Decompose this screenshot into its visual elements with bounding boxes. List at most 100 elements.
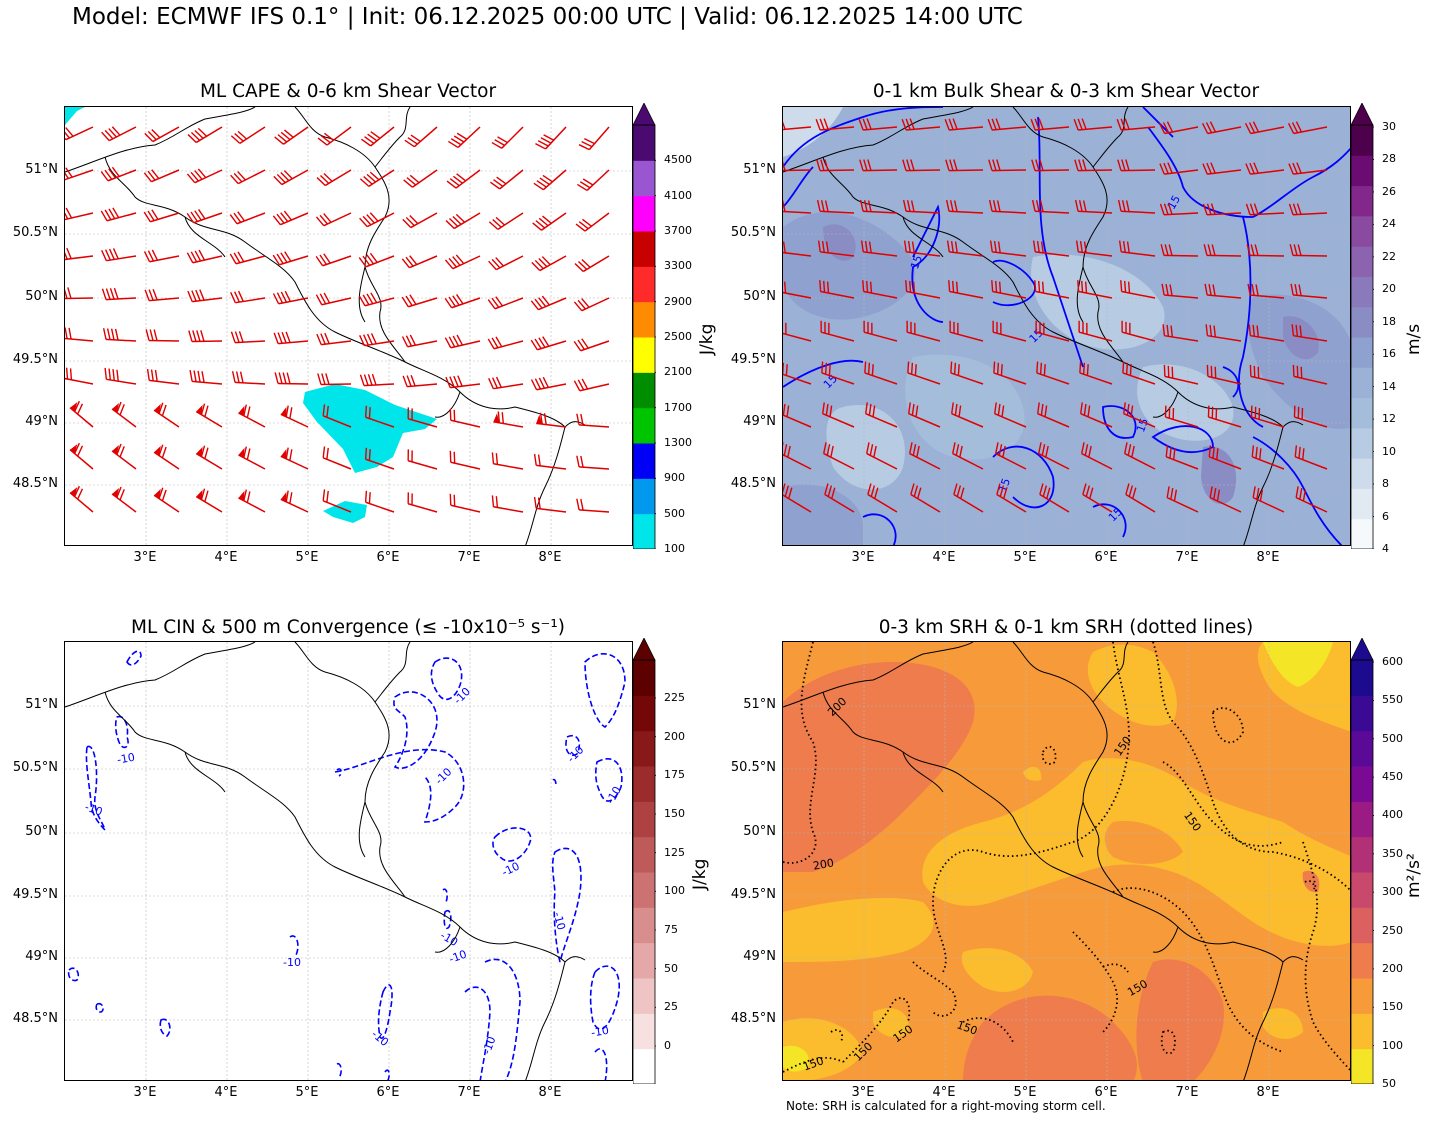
contour-label: -10	[116, 751, 136, 767]
wind-barb	[280, 447, 309, 470]
colorbar-swatch	[633, 301, 655, 338]
wind-barb	[1117, 159, 1156, 172]
wind-barb	[1122, 361, 1156, 385]
colorbar-swatch	[1351, 458, 1373, 489]
wind-barb	[866, 442, 898, 470]
colorbar-swatch	[633, 195, 655, 232]
colorbar-swatch	[1351, 766, 1373, 802]
wind-barb	[951, 402, 984, 428]
wind-barb	[407, 492, 438, 513]
latitude-label: 51°N	[25, 697, 58, 712]
panel-3-map-canvas: -10 -10 -10 -10 -10 -10 -10 -10 -10 -10 …	[65, 642, 632, 1080]
wind-barb	[1123, 402, 1156, 428]
wind-barb	[1030, 118, 1070, 131]
wind-barb	[153, 402, 180, 428]
wind-barb	[1073, 118, 1113, 131]
latitude-label: 48.5°N	[730, 476, 776, 491]
wind-barb	[824, 483, 855, 513]
wind-barb	[573, 297, 610, 312]
colorbar-tick-label: 4	[1382, 542, 1389, 555]
wind-barb	[908, 402, 941, 428]
wind-barb	[1248, 324, 1285, 342]
colorbar-swatch	[633, 801, 655, 838]
wind-barb	[361, 126, 395, 147]
colorbar-swatch	[633, 266, 655, 303]
wind-barb	[315, 212, 352, 227]
wind-barb	[865, 402, 898, 428]
wind-barb	[1075, 240, 1113, 257]
colorbar-swatch	[1351, 488, 1373, 520]
wind-barb	[862, 280, 898, 299]
wind-barb	[910, 483, 941, 513]
wind-barb	[153, 444, 180, 470]
colorbar-swatch	[1351, 155, 1373, 187]
panel-2-map[interactable]: 15 15 15 15 15 15 15	[782, 106, 1351, 546]
wind-barb	[229, 251, 266, 265]
longitude-label: 3°E	[851, 550, 875, 565]
wind-barb	[1120, 280, 1156, 299]
wind-barb	[1289, 244, 1328, 257]
border-line	[1076, 801, 1084, 858]
contour-label: 15	[908, 253, 925, 271]
wind-barb	[905, 280, 941, 299]
colorbar-swatch	[1351, 397, 1373, 429]
wind-barb	[573, 378, 610, 392]
colorbar-tick-label: 0	[664, 1039, 671, 1052]
wind-barb	[1245, 203, 1285, 216]
wind-barb	[445, 212, 481, 230]
colorbar-tick-label: 175	[664, 768, 685, 782]
wind-barb	[229, 211, 266, 225]
wind-barb	[576, 169, 610, 192]
colorbar-tick-label: 24	[1382, 217, 1396, 231]
wind-barb	[1159, 162, 1199, 175]
wind-barb	[864, 361, 898, 385]
wind-barb	[101, 248, 137, 262]
panel-2-colorbar-unit: m/s	[1404, 323, 1424, 355]
longitude-label: 7°E	[457, 1085, 481, 1100]
wind-barb	[272, 210, 309, 226]
wind-barb	[1205, 324, 1242, 342]
longitude-label: 7°E	[1175, 550, 1199, 565]
contour-label: 150	[1111, 734, 1134, 759]
border-line	[358, 266, 366, 323]
border-line	[104, 691, 406, 898]
colorbar-swatch	[1351, 246, 1373, 277]
colorbar-tick-label: 600	[1382, 655, 1403, 668]
wind-barb	[315, 292, 352, 306]
wind-barb	[358, 252, 395, 268]
wind-barb	[446, 169, 481, 189]
wind-barb	[817, 240, 855, 257]
wind-barb	[1163, 364, 1199, 385]
panel-3-map[interactable]: -10 -10 -10 -10 -10 -10 -10 -10 -10 -10 …	[64, 641, 633, 1081]
srh-dotted-contours	[783, 642, 1350, 1073]
wind-barb	[530, 295, 567, 311]
wind-barb	[816, 199, 855, 214]
panel-3-title: ML CIN & 500 m Convergence (≤ -10x10⁻⁵ s…	[131, 617, 565, 638]
wind-barb	[821, 361, 855, 385]
wind-barb	[280, 405, 309, 428]
contour-label: -10	[500, 860, 522, 879]
wind-barb	[403, 169, 438, 188]
colorbar-tick-label: 3300	[664, 259, 692, 273]
wind-barb	[1039, 483, 1070, 513]
wind-barb	[1166, 486, 1199, 513]
colorbar-tick-label: 250	[1382, 923, 1403, 937]
wind-barb	[992, 320, 1027, 342]
wind-barb	[238, 446, 266, 470]
contour-label: -10	[480, 1035, 498, 1056]
wind-barb	[447, 126, 481, 149]
wind-barb	[186, 249, 223, 264]
colorbar-swatch	[633, 836, 655, 873]
panel-4-map[interactable]: 200 200 150 150 150 150 150 150 150	[782, 641, 1351, 1081]
colorbar-tick-label: 30	[1382, 120, 1396, 133]
wind-barb	[1292, 364, 1328, 385]
gridlines	[783, 642, 1350, 1080]
colorbar-swatch	[1351, 695, 1373, 732]
colorbar-extend-arrow	[1351, 103, 1374, 126]
longitude-label: 8°E	[1256, 550, 1280, 565]
wind-barb	[143, 209, 180, 223]
panel-1-map[interactable]	[64, 106, 633, 546]
border-line	[374, 107, 411, 168]
cape-shading	[65, 107, 85, 125]
colorbar-swatch	[633, 1048, 655, 1084]
